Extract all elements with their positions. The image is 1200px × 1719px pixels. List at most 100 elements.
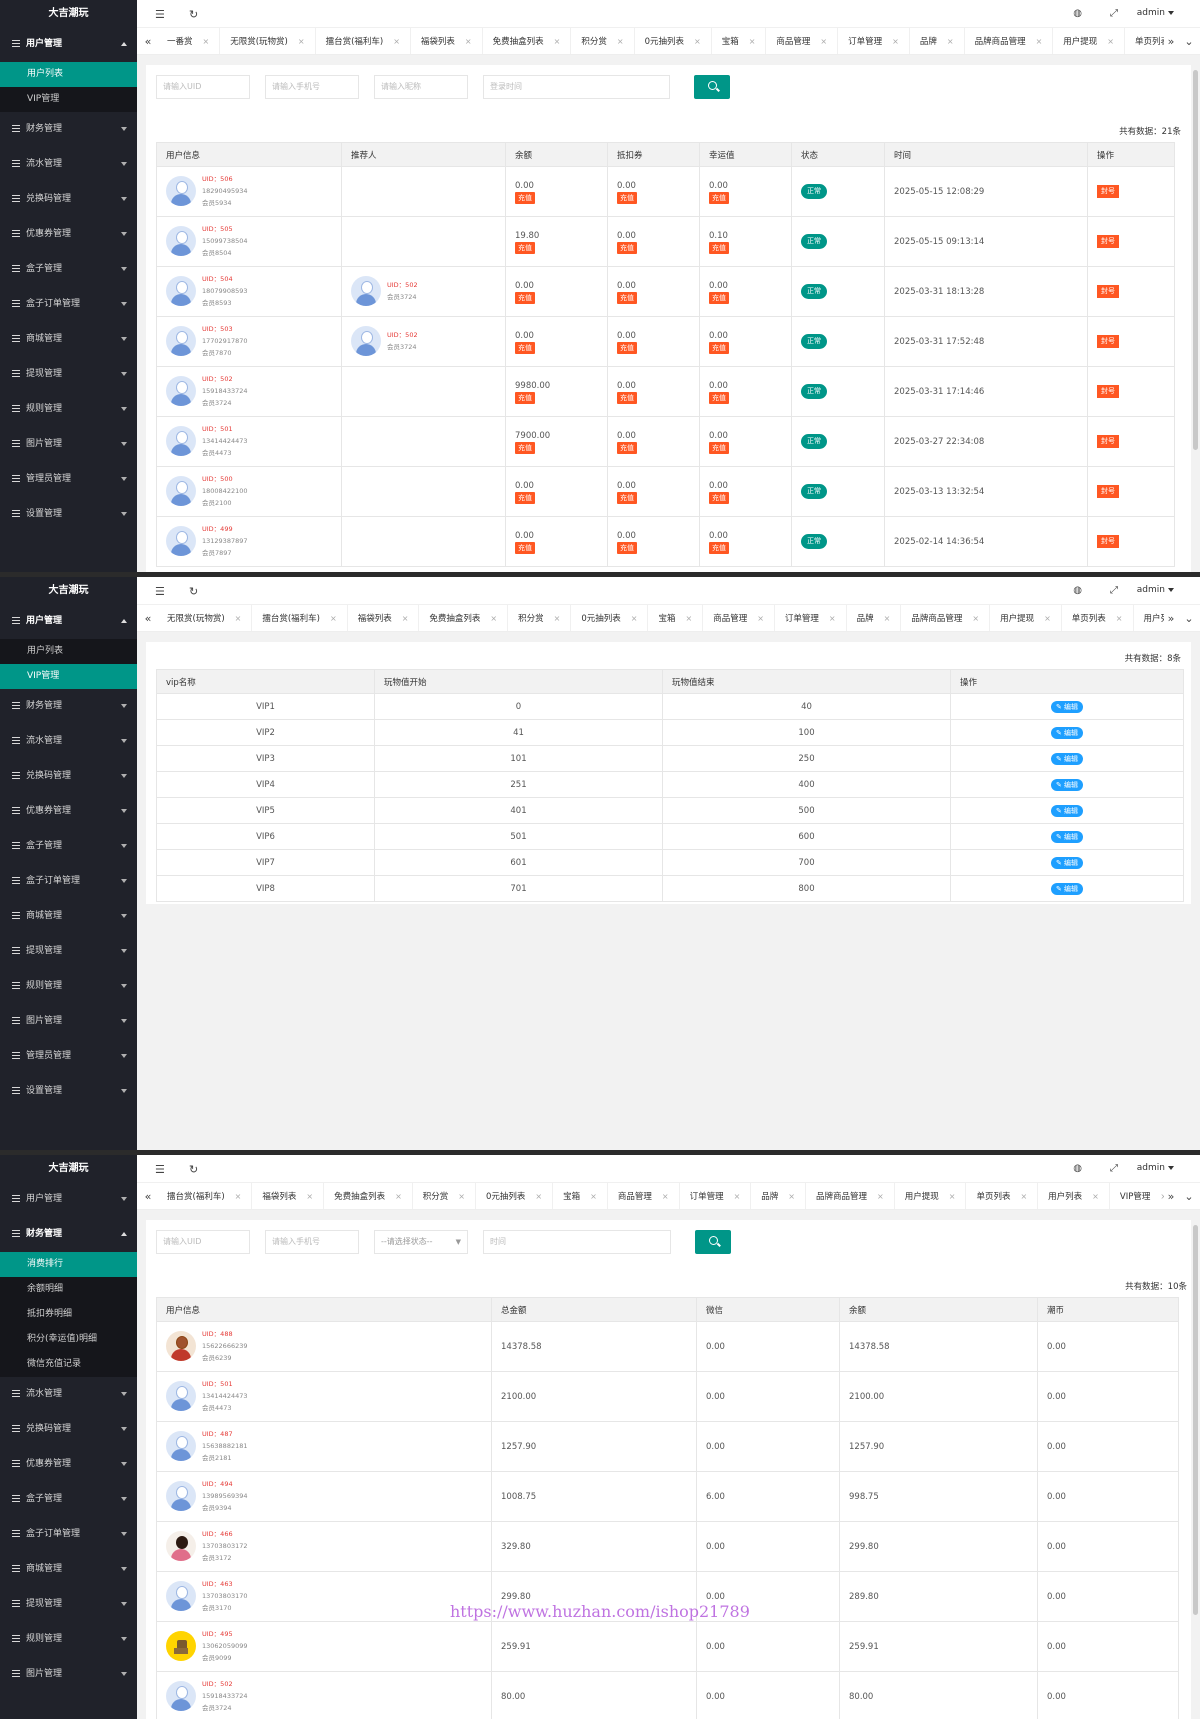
tabs-left-icon[interactable]: «: [141, 605, 155, 631]
close-icon[interactable]: ×: [1092, 1192, 1099, 1201]
tab-item[interactable]: 用户提现 ×: [1053, 28, 1125, 54]
tab-item[interactable]: 福袋列表 ×: [252, 1183, 325, 1209]
tab-item[interactable]: 免费抽盒列表 ×: [324, 1183, 413, 1209]
charge-button[interactable]: 充值: [709, 491, 729, 504]
tabs-right-icon[interactable]: »: [1164, 605, 1178, 631]
sidebar-menu-item[interactable]: 盒子订单管理: [0, 864, 137, 899]
close-icon[interactable]: ×: [458, 1192, 465, 1201]
sidebar-menu-item[interactable]: 优惠券管理: [0, 217, 137, 252]
sidebar-menu-item[interactable]: 优惠券管理: [0, 1447, 137, 1482]
theme-icon[interactable]: ◍: [1073, 8, 1082, 19]
charge-button[interactable]: 充值: [617, 291, 637, 304]
close-icon[interactable]: ×: [733, 1192, 741, 1201]
login-time-input[interactable]: 登录时间: [483, 75, 670, 99]
charge-button[interactable]: 充值: [709, 191, 729, 204]
uid-input[interactable]: 请输入UID: [156, 1230, 250, 1254]
sidebar-subitem[interactable]: 积分(幸运值)明细: [27, 1334, 98, 1344]
tab-item[interactable]: 宝箱 ×: [648, 605, 704, 631]
sidebar-item-vip[interactable]: VIP管理: [0, 664, 137, 689]
ban-button[interactable]: 封号: [1097, 535, 1119, 548]
edit-button[interactable]: ✎ 编辑: [1051, 830, 1083, 843]
sidebar-menu-item[interactable]: 兑换码管理: [0, 759, 137, 794]
edit-button[interactable]: ✎ 编辑: [1051, 856, 1083, 869]
tab-item[interactable]: 用户提现 ×: [895, 1183, 967, 1209]
charge-button[interactable]: 充值: [709, 391, 729, 404]
admin-menu[interactable]: admin: [1137, 585, 1174, 595]
menu-user-management[interactable]: 用户管理: [0, 1182, 137, 1217]
refresh-icon[interactable]: ↻: [189, 585, 199, 598]
sidebar-menu-item[interactable]: 图片管理: [0, 1004, 137, 1039]
close-icon[interactable]: ×: [1115, 614, 1123, 623]
refresh-icon[interactable]: ↻: [189, 8, 199, 21]
admin-menu[interactable]: admin: [1137, 1163, 1174, 1173]
close-icon[interactable]: ×: [828, 614, 836, 623]
sidebar-menu-item[interactable]: 财务管理: [0, 689, 137, 724]
scrollbar[interactable]: [1193, 70, 1198, 450]
tab-item[interactable]: 积分赏 ×: [571, 28, 635, 54]
sidebar-subitem[interactable]: 消费排行: [0, 1252, 137, 1277]
tab-item[interactable]: 0元抽列表 ×: [571, 605, 649, 631]
sidebar-menu-item[interactable]: 提现管理: [0, 357, 137, 392]
search-button[interactable]: [695, 1230, 731, 1254]
close-icon[interactable]: ×: [748, 37, 756, 46]
charge-button[interactable]: 充值: [515, 391, 535, 404]
close-icon[interactable]: ×: [630, 614, 638, 623]
sidebar-menu-item[interactable]: 优惠券管理: [0, 794, 137, 829]
sidebar-item-vip[interactable]: VIP管理: [27, 94, 60, 104]
tab-item[interactable]: 单页列表×: [1062, 605, 1134, 631]
close-icon[interactable]: ×: [234, 1192, 242, 1201]
tab-item[interactable]: 积分赏 ×: [413, 1183, 476, 1209]
close-icon[interactable]: ×: [693, 37, 701, 46]
tabs-left-icon[interactable]: «: [141, 28, 155, 54]
tabs-left-icon[interactable]: «: [141, 1183, 155, 1209]
tab-item[interactable]: 福袋列表 ×: [348, 605, 420, 631]
tab-item[interactable]: 订单管理 ×: [838, 28, 910, 54]
refresh-icon[interactable]: ↻: [189, 1163, 199, 1176]
close-icon[interactable]: ×: [883, 614, 891, 623]
sidebar-item-user-list[interactable]: 用户列表: [0, 62, 137, 87]
tab-item[interactable]: 品牌 ×: [910, 28, 965, 54]
sidebar-subitem[interactable]: 余额明细: [27, 1284, 64, 1294]
edit-button[interactable]: ✎ 编辑: [1051, 778, 1083, 791]
ban-button[interactable]: 封号: [1097, 435, 1119, 448]
tab-item[interactable]: 积分赏 ×: [508, 605, 572, 631]
close-icon[interactable]: ×: [1035, 37, 1043, 46]
tab-item[interactable]: 品牌商品管理 ×: [965, 28, 1054, 54]
close-icon[interactable]: ×: [490, 614, 498, 623]
theme-icon[interactable]: ◍: [1073, 1163, 1082, 1174]
ban-button[interactable]: 封号: [1097, 485, 1119, 498]
edit-button[interactable]: ✎ 编辑: [1051, 882, 1083, 895]
close-icon[interactable]: ×: [757, 614, 764, 623]
tabs-menu-icon[interactable]: ⌄: [1182, 1183, 1196, 1209]
close-icon[interactable]: ×: [788, 1192, 795, 1201]
close-icon[interactable]: ×: [972, 614, 980, 623]
close-icon[interactable]: ×: [1160, 1192, 1164, 1201]
close-icon[interactable]: ×: [297, 37, 305, 46]
sidebar-menu-item[interactable]: 盒子管理: [0, 252, 137, 287]
charge-button[interactable]: 充值: [617, 241, 637, 254]
edit-button[interactable]: ✎ 编辑: [1051, 752, 1083, 765]
tab-item[interactable]: 商品管理 ×: [766, 28, 839, 54]
close-icon[interactable]: ×: [329, 614, 337, 623]
tab-item[interactable]: 一番赏 ×: [157, 28, 221, 54]
sidebar-menu-item[interactable]: 兑换码管理: [0, 182, 137, 217]
close-icon[interactable]: ×: [1020, 1192, 1028, 1201]
charge-button[interactable]: 充值: [515, 291, 535, 304]
sidebar-menu-item[interactable]: 盒子订单管理: [0, 287, 137, 322]
sidebar-menu-item[interactable]: 流水管理: [0, 147, 137, 182]
sidebar-menu-item[interactable]: 设置管理: [0, 497, 137, 532]
close-icon[interactable]: ×: [1107, 37, 1114, 46]
tab-item[interactable]: 单页列表×: [1125, 28, 1164, 54]
tab-item[interactable]: 单页列表×: [966, 1183, 1039, 1209]
ban-button[interactable]: 封号: [1097, 185, 1119, 198]
tabs-right-icon[interactable]: »: [1164, 1183, 1178, 1209]
sidebar-menu-item[interactable]: 管理员管理: [0, 462, 137, 497]
charge-button[interactable]: 充值: [515, 491, 535, 504]
sidebar-menu-item[interactable]: 提现管理: [0, 934, 137, 969]
charge-button[interactable]: 充值: [709, 541, 729, 554]
sidebar-menu-item[interactable]: 管理员管理: [0, 1039, 137, 1074]
status-select[interactable]: --请选择状态-- ▼: [374, 1230, 468, 1254]
sidebar-menu-item[interactable]: 盒子订单管理: [0, 1517, 137, 1552]
close-icon[interactable]: ×: [661, 1192, 669, 1201]
sidebar-menu-item[interactable]: 规则管理: [0, 1622, 137, 1657]
